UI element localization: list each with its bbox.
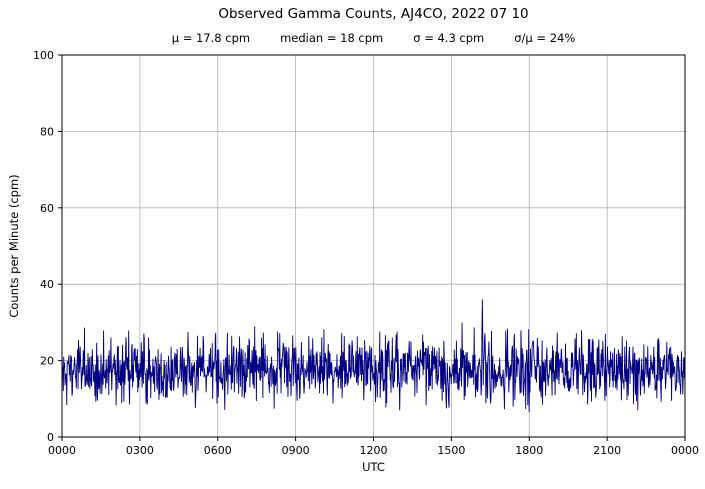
y-tick-label: 80: [40, 125, 54, 138]
y-tick-label: 100: [33, 49, 54, 62]
chart-subtitle: μ = 17.8 cpm median = 18 cpm σ = 4.3 cpm…: [62, 31, 685, 45]
chart-title: Observed Gamma Counts, AJ4CO, 2022 07 10: [218, 6, 529, 22]
x-tick-label: 0900: [282, 444, 310, 457]
x-tick-label: 2100: [593, 444, 621, 457]
x-tick-label: 0600: [204, 444, 232, 457]
x-tick-label: 1800: [515, 444, 543, 457]
x-axis-label: UTC: [362, 460, 385, 474]
x-tick-label: 1500: [437, 444, 465, 457]
y-tick-label: 60: [40, 202, 54, 215]
stat-sigma: σ = 4.3 cpm: [413, 31, 485, 45]
data-line: [61, 299, 686, 413]
x-tick-label: 0000: [671, 444, 699, 457]
stat-mean: μ = 17.8 cpm: [171, 31, 251, 45]
x-tick-label: 1200: [360, 444, 388, 457]
plot-border: [61, 54, 686, 438]
y-tick-label: 0: [47, 431, 54, 444]
y-tick-label: 20: [40, 355, 54, 368]
x-tick-label: 0300: [126, 444, 154, 457]
stat-median: median = 18 cpm: [280, 31, 384, 45]
stat-sigma-over-mean: σ/μ = 24%: [514, 31, 576, 45]
x-tick-label: 0000: [48, 444, 76, 457]
y-tick-label: 40: [40, 278, 54, 291]
